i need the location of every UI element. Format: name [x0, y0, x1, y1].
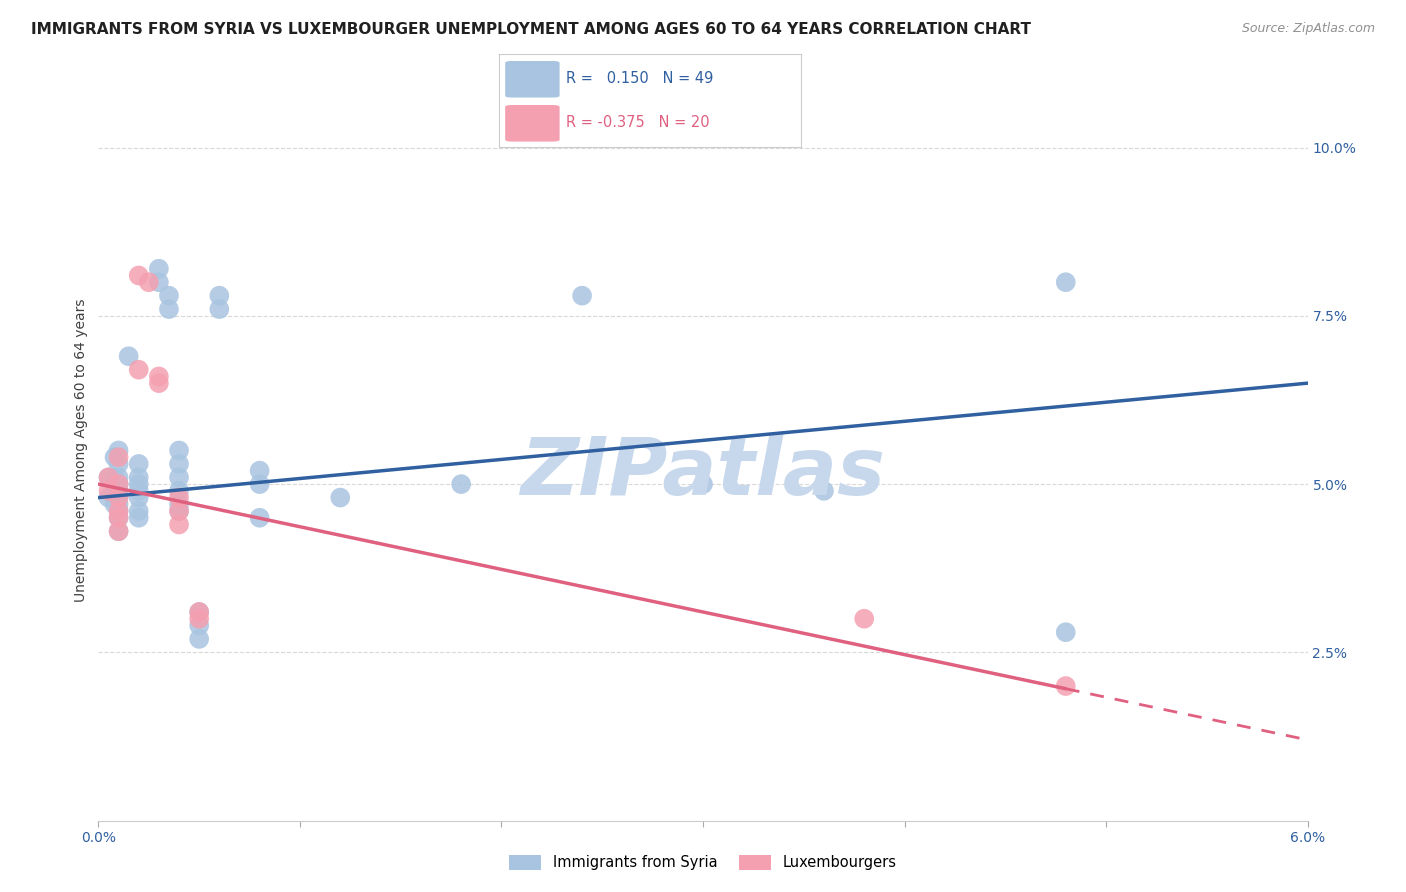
Point	[329, 491, 352, 505]
Point	[107, 510, 129, 524]
Point	[103, 450, 125, 465]
Point	[167, 483, 190, 498]
Point	[167, 491, 190, 505]
Point	[107, 504, 129, 518]
Point	[107, 450, 129, 465]
Point	[97, 470, 120, 484]
Point	[128, 457, 150, 471]
Text: ZIPatlas: ZIPatlas	[520, 434, 886, 512]
Point	[188, 612, 211, 626]
Point	[167, 470, 190, 484]
Point	[128, 470, 150, 484]
Point	[249, 510, 271, 524]
Point	[97, 491, 120, 505]
Point	[208, 302, 231, 317]
Point	[107, 497, 129, 511]
Point	[450, 477, 472, 491]
Point	[853, 612, 876, 626]
Point	[188, 618, 211, 632]
Y-axis label: Unemployment Among Ages 60 to 64 years: Unemployment Among Ages 60 to 64 years	[75, 299, 89, 602]
Point	[107, 443, 129, 458]
Point	[103, 497, 125, 511]
FancyBboxPatch shape	[505, 105, 560, 142]
Point	[107, 491, 129, 505]
Text: Source: ZipAtlas.com: Source: ZipAtlas.com	[1241, 22, 1375, 36]
Text: R = -0.375   N = 20: R = -0.375 N = 20	[565, 115, 709, 130]
Legend: Immigrants from Syria, Luxembourgers: Immigrants from Syria, Luxembourgers	[503, 849, 903, 876]
Point	[148, 376, 170, 391]
Point	[692, 477, 714, 491]
Point	[103, 470, 125, 484]
Point	[148, 369, 170, 384]
Point	[1054, 275, 1077, 289]
FancyBboxPatch shape	[505, 61, 560, 97]
Point	[188, 605, 211, 619]
Point	[128, 504, 150, 518]
Point	[148, 275, 170, 289]
Point	[128, 362, 150, 376]
Point	[128, 491, 150, 505]
Point	[128, 477, 150, 491]
Point	[157, 302, 180, 317]
Text: R =   0.150   N = 49: R = 0.150 N = 49	[565, 71, 713, 87]
Point	[107, 504, 129, 518]
Point	[813, 483, 835, 498]
Point	[167, 457, 190, 471]
Point	[167, 504, 190, 518]
Text: IMMIGRANTS FROM SYRIA VS LUXEMBOURGER UNEMPLOYMENT AMONG AGES 60 TO 64 YEARS COR: IMMIGRANTS FROM SYRIA VS LUXEMBOURGER UN…	[31, 22, 1031, 37]
Point	[107, 457, 129, 471]
Point	[167, 504, 190, 518]
Point	[107, 477, 129, 491]
Point	[1054, 679, 1077, 693]
Point	[188, 632, 211, 646]
Point	[97, 470, 120, 484]
Point	[107, 483, 129, 498]
Point	[107, 470, 129, 484]
Point	[571, 288, 593, 302]
Point	[97, 483, 120, 498]
Point	[249, 464, 271, 478]
Point	[167, 497, 190, 511]
Point	[188, 605, 211, 619]
Point	[103, 483, 125, 498]
Point	[128, 268, 150, 283]
Point	[249, 477, 271, 491]
Point	[107, 510, 129, 524]
Point	[157, 288, 180, 302]
Point	[148, 261, 170, 276]
Point	[107, 524, 129, 539]
Point	[1054, 625, 1077, 640]
Point	[128, 510, 150, 524]
Point	[128, 483, 150, 498]
Point	[208, 288, 231, 302]
Point	[107, 477, 129, 491]
Point	[107, 524, 129, 539]
Point	[107, 491, 129, 505]
Point	[118, 349, 141, 363]
Point	[167, 443, 190, 458]
Point	[167, 517, 190, 532]
Point	[138, 275, 160, 289]
